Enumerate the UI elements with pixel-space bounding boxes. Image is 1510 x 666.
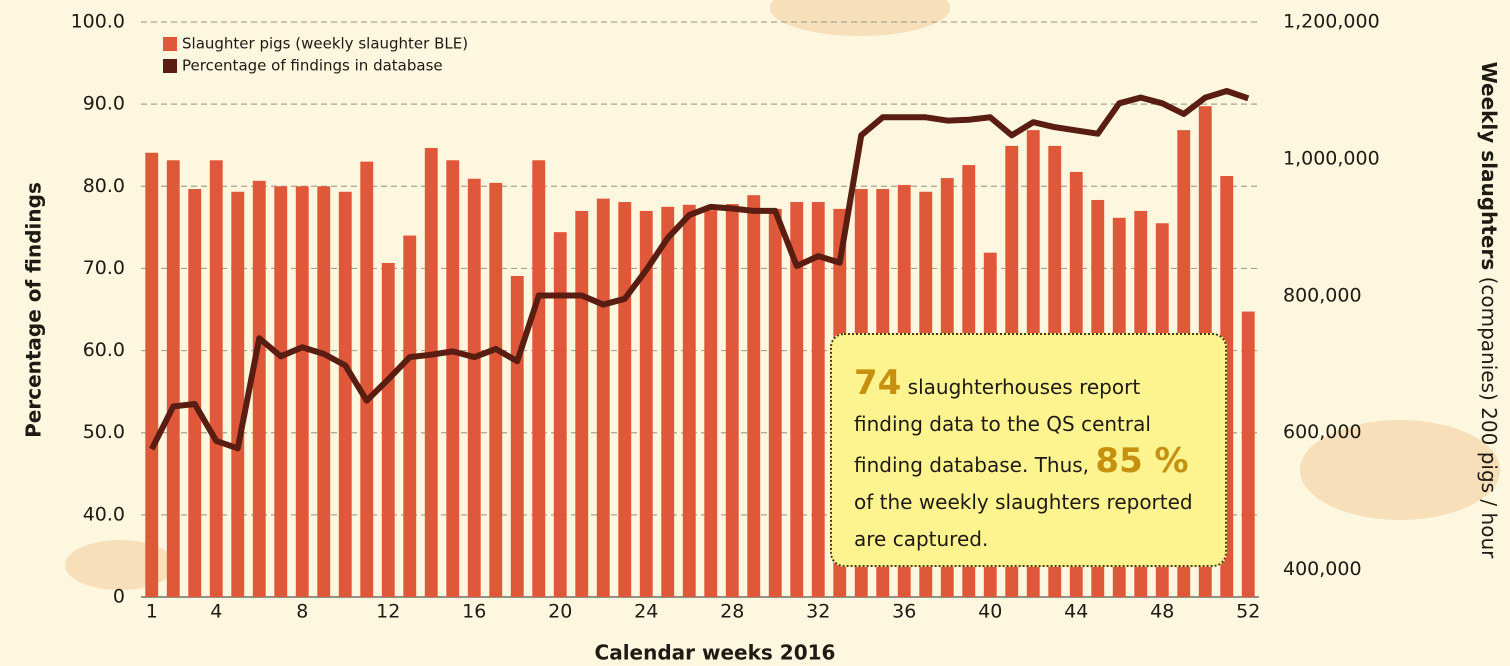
x-axis-title: Calendar weeks 2016 xyxy=(595,641,836,665)
y2-axis-title: Weekly slaughters (companies) 200 pigs /… xyxy=(1478,62,1502,559)
x-tick-label: 28 xyxy=(720,601,744,623)
y-axis-title: Percentage of findings xyxy=(22,182,46,438)
bar xyxy=(769,209,782,597)
chart: Percentage of findings Calendar weeks 20… xyxy=(0,0,1510,666)
legend-label: Slaughter pigs (weekly slaughter BLE) xyxy=(182,35,468,53)
bar xyxy=(425,148,438,597)
bar xyxy=(253,181,266,597)
bar xyxy=(274,186,287,597)
bar xyxy=(683,205,696,597)
x-tick-label: 16 xyxy=(462,601,486,623)
x-tick-label: 4 xyxy=(210,601,222,623)
x-tick-label: 52 xyxy=(1236,601,1260,623)
bar xyxy=(1242,312,1255,597)
legend-label: Percentage of findings in database xyxy=(182,57,443,75)
x-tick-label: 24 xyxy=(634,601,658,623)
y-tick-label: 70.0 xyxy=(83,257,125,279)
annotation-number: 85 % xyxy=(1095,441,1188,481)
bar xyxy=(231,192,244,597)
bar xyxy=(167,160,180,597)
y-tick-label: 50.0 xyxy=(83,421,125,443)
bar xyxy=(575,211,588,597)
bar xyxy=(210,160,223,597)
bar xyxy=(382,263,395,597)
bar xyxy=(747,195,760,597)
x-tick-label: 8 xyxy=(296,601,308,623)
y2-tick-label: 600,000 xyxy=(1283,421,1362,443)
bar xyxy=(296,186,309,597)
bar xyxy=(339,192,352,597)
bar xyxy=(317,186,330,597)
y-tick-label: 0 xyxy=(113,586,125,608)
y2-axis-title-rest: (companies) 200 pigs / hour xyxy=(1478,270,1502,559)
bar xyxy=(661,207,674,597)
bar xyxy=(704,210,717,597)
y2-tick-label: 400,000 xyxy=(1283,558,1362,580)
x-tick-label: 44 xyxy=(1064,601,1088,623)
bar xyxy=(618,202,631,597)
y-tick-label: 80.0 xyxy=(83,175,125,197)
bar xyxy=(145,153,158,597)
bar xyxy=(403,236,416,597)
x-tick-label: 48 xyxy=(1150,601,1174,623)
y2-tick-label: 800,000 xyxy=(1283,284,1362,306)
legend-swatch xyxy=(163,59,177,73)
legend-swatch xyxy=(163,37,177,51)
bar xyxy=(554,232,567,597)
annotation: 74 slaughterhouses report finding data t… xyxy=(830,333,1227,567)
x-tick-label: 40 xyxy=(978,601,1002,623)
y2-axis-title-bold: Weekly slaughters xyxy=(1478,62,1502,271)
x-tick-label: 36 xyxy=(892,601,916,623)
y-tick-label: 90.0 xyxy=(83,93,125,115)
annotation-text: of the weekly slaughters reported are ca… xyxy=(854,490,1193,551)
y-tick-label: 100.0 xyxy=(71,11,125,33)
bar xyxy=(446,160,459,597)
y2-tick-label: 1,200,000 xyxy=(1283,11,1380,33)
bar xyxy=(597,199,610,597)
x-tick-label: 20 xyxy=(548,601,572,623)
x-tick-label: 1 xyxy=(146,601,158,623)
page: Percentage of findings Calendar weeks 20… xyxy=(0,0,1510,666)
annotation-number: 74 xyxy=(854,363,901,403)
bar xyxy=(188,189,201,597)
bar xyxy=(726,204,739,597)
bar xyxy=(489,183,502,597)
bar xyxy=(511,276,524,597)
y2-tick-label: 1,000,000 xyxy=(1283,147,1380,169)
x-tick-label: 12 xyxy=(376,601,400,623)
y-tick-label: 40.0 xyxy=(83,503,125,525)
x-tick-label: 32 xyxy=(806,601,830,623)
bar xyxy=(468,179,481,597)
bar xyxy=(360,162,373,597)
bar xyxy=(532,160,545,597)
y-tick-label: 60.0 xyxy=(83,339,125,361)
